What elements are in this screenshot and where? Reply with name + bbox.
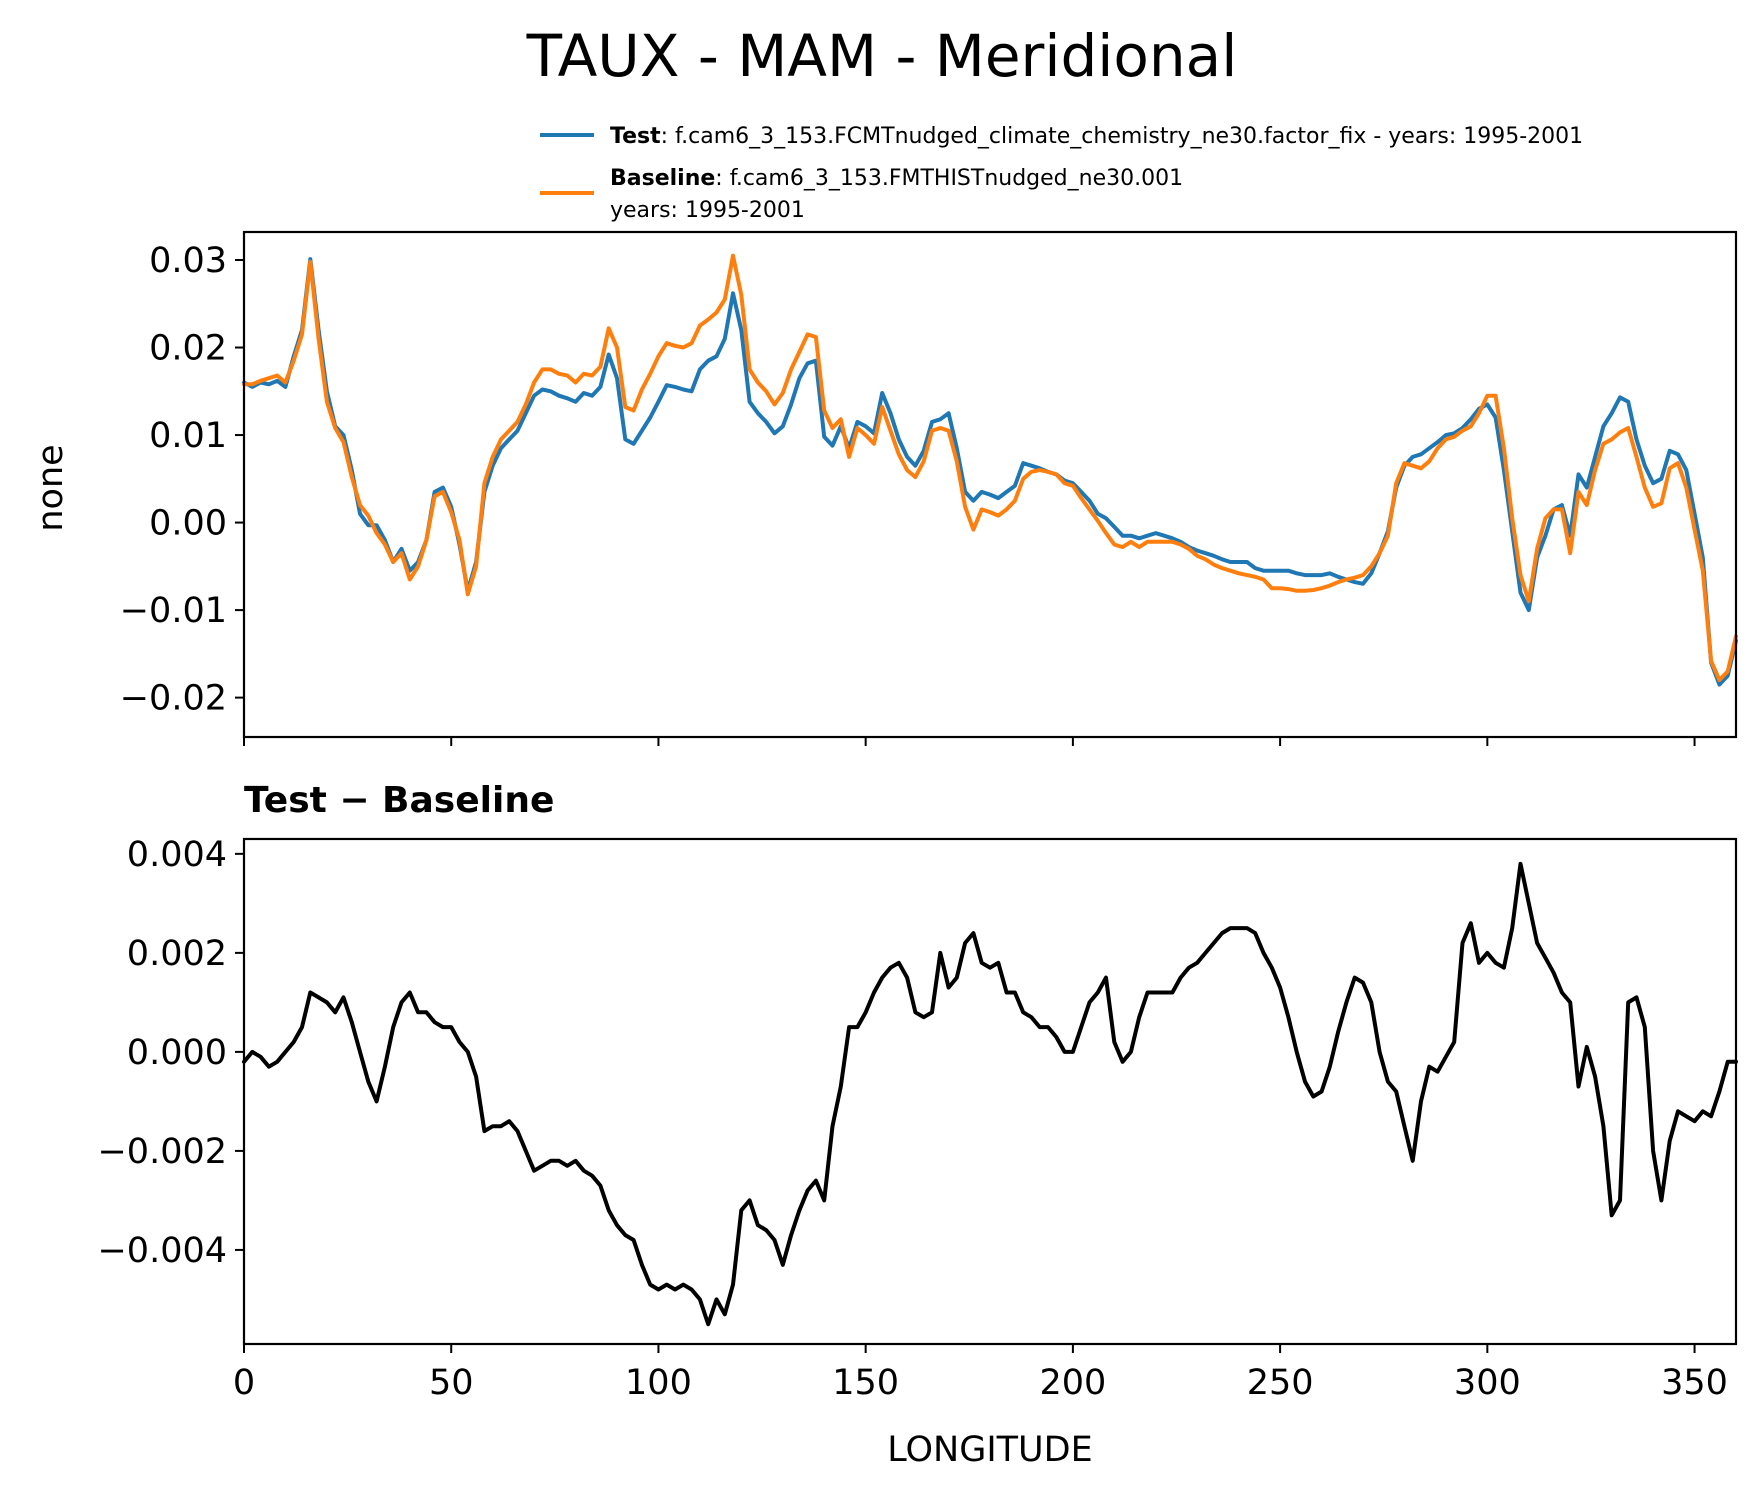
top-plot-frame xyxy=(242,230,1738,739)
top-axes: −0.02 −0.01 0.00 0.01 0.02 0.03 xyxy=(120,230,1738,746)
bottom-series-difference-line xyxy=(242,861,1738,1327)
bottom-xlabel: LONGITUDE xyxy=(887,1430,1093,1470)
bottom-xtick-label: 50 xyxy=(429,1363,474,1403)
bottom-ytick-label: 0.000 xyxy=(127,1033,227,1073)
bottom-xtick-label: 350 xyxy=(1661,1363,1728,1403)
bottom-ytick-label: 0.002 xyxy=(127,934,227,974)
legend-test-text: : f.cam6_3_153.FCMTnudged_climate_chemis… xyxy=(661,124,1584,149)
top-panel: −0.02 −0.01 0.00 0.01 0.02 0.03 none xyxy=(31,230,1738,746)
top-ytick-label: 0.02 xyxy=(149,329,227,369)
bottom-xtick-label: 250 xyxy=(1247,1363,1314,1403)
legend: Test: f.cam6_3_153.FCMTnudged_climate_ch… xyxy=(540,124,1583,223)
bottom-xtick-label: 100 xyxy=(625,1363,692,1403)
top-ytick-label: −0.01 xyxy=(120,591,227,631)
top-ytick-label: 0.00 xyxy=(149,504,227,544)
top-series-test-line xyxy=(242,257,1738,687)
top-ylabel: none xyxy=(31,444,71,531)
top-ytick-label: 0.01 xyxy=(149,416,227,456)
legend-baseline-text-line2: years: 1995-2001 xyxy=(610,198,805,223)
bottom-ytick-label: 0.004 xyxy=(127,835,227,875)
legend-baseline-text: : f.cam6_3_153.FMTHISTnudged_ne30.001 xyxy=(715,166,1183,191)
bottom-subtitle: Test − Baseline xyxy=(244,780,554,821)
legend-baseline-label: Baseline xyxy=(610,166,715,191)
bottom-xtick-label: 150 xyxy=(832,1363,899,1403)
bottom-xtick-label: 0 xyxy=(233,1363,255,1403)
top-series-lines xyxy=(242,253,1738,687)
bottom-xtick-label: 300 xyxy=(1454,1363,1521,1403)
top-series-baseline-line xyxy=(242,253,1738,683)
svg-text:Baseline: f.cam6_3_153.FMTHIST: Baseline: f.cam6_3_153.FMTHISTnudged_ne3… xyxy=(610,166,1183,191)
legend-test-label: Test xyxy=(610,124,661,149)
bottom-axes: −0.004 −0.002 0.000 0.002 0.004 0 50 100 150 200 2… xyxy=(97,835,1738,1403)
svg-text:Test: f.cam6_3_153.FCMTnudged_: Test: f.cam6_3_153.FCMTnudged_climate_ch… xyxy=(610,124,1583,149)
bottom-ytick-label: −0.004 xyxy=(97,1231,227,1271)
bottom-series-lines xyxy=(242,861,1738,1327)
top-ytick-label: −0.02 xyxy=(120,679,227,719)
bottom-ytick-label: −0.002 xyxy=(97,1132,227,1172)
bottom-xtick-label: 200 xyxy=(1039,1363,1106,1403)
figure-title: TAUX - MAM - Meridional xyxy=(526,22,1238,90)
bottom-plot-frame xyxy=(242,837,1738,1346)
bottom-panel: Test − Baseline −0.004 −0.002 0.000 0.002 0.… xyxy=(97,780,1738,1470)
top-ytick-label: 0.03 xyxy=(149,241,227,281)
